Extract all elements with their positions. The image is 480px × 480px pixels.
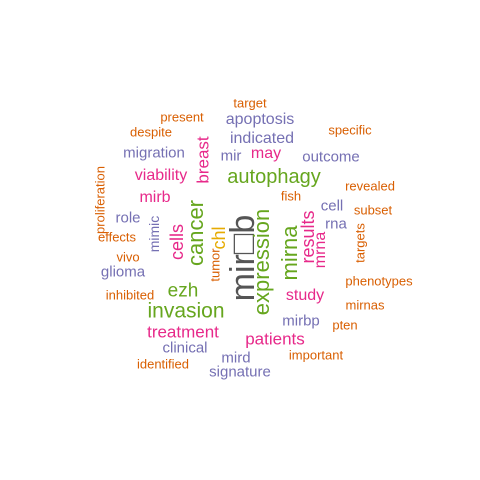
word-40: targets bbox=[352, 223, 368, 263]
word-28: mimic bbox=[146, 215, 162, 253]
word-20: migration bbox=[123, 144, 185, 162]
word-30: rna bbox=[325, 215, 347, 233]
word-44: phenotypes bbox=[345, 273, 413, 289]
word-32: target bbox=[233, 95, 267, 111]
word-23: clinical bbox=[162, 339, 208, 357]
word-12: breast bbox=[193, 136, 213, 184]
word-27: role bbox=[115, 209, 141, 227]
word-1: expression bbox=[249, 208, 274, 316]
word-10: patients bbox=[245, 329, 305, 349]
word-22: outcome bbox=[302, 148, 360, 166]
word-36: proliferation bbox=[92, 166, 108, 234]
word-18: apoptosis bbox=[225, 111, 295, 128]
word-19: indicated bbox=[229, 130, 295, 147]
word-4: invasion bbox=[147, 299, 225, 323]
word-9: chl bbox=[209, 226, 229, 250]
word-26: glioma bbox=[100, 263, 146, 281]
word-42: effects bbox=[97, 229, 137, 245]
word-38: fish bbox=[280, 188, 302, 204]
word-17: may bbox=[250, 145, 282, 162]
word-41: vivo bbox=[116, 249, 140, 265]
word-21: mir bbox=[220, 147, 242, 165]
word-13: study bbox=[285, 287, 325, 304]
word-33: present bbox=[160, 109, 204, 125]
word-5: autophagy bbox=[227, 166, 321, 188]
word-15: viability bbox=[134, 167, 188, 184]
word-7: cells bbox=[167, 223, 187, 261]
word-6: ezh bbox=[167, 280, 199, 302]
word-11: treatment bbox=[147, 322, 219, 342]
word-48: important bbox=[288, 347, 344, 363]
word-29: cell bbox=[320, 197, 344, 215]
word-25: signature bbox=[209, 363, 271, 381]
word-37: revealed bbox=[345, 178, 395, 194]
word-14: mrna bbox=[312, 231, 329, 269]
word-46: mirnas bbox=[345, 297, 385, 313]
word-34: despite bbox=[130, 124, 172, 140]
word-31: mirbp bbox=[282, 312, 320, 330]
word-47: pten bbox=[332, 317, 358, 333]
word-24: mird bbox=[221, 349, 251, 367]
word-35: specific bbox=[328, 122, 372, 138]
word-45: inhibited bbox=[105, 287, 155, 303]
word-39: subset bbox=[353, 202, 393, 218]
word-49: identified bbox=[136, 356, 190, 372]
word-2: cancer bbox=[183, 199, 208, 267]
word-43: tumor bbox=[207, 248, 223, 282]
word-16: mirb bbox=[139, 189, 171, 206]
